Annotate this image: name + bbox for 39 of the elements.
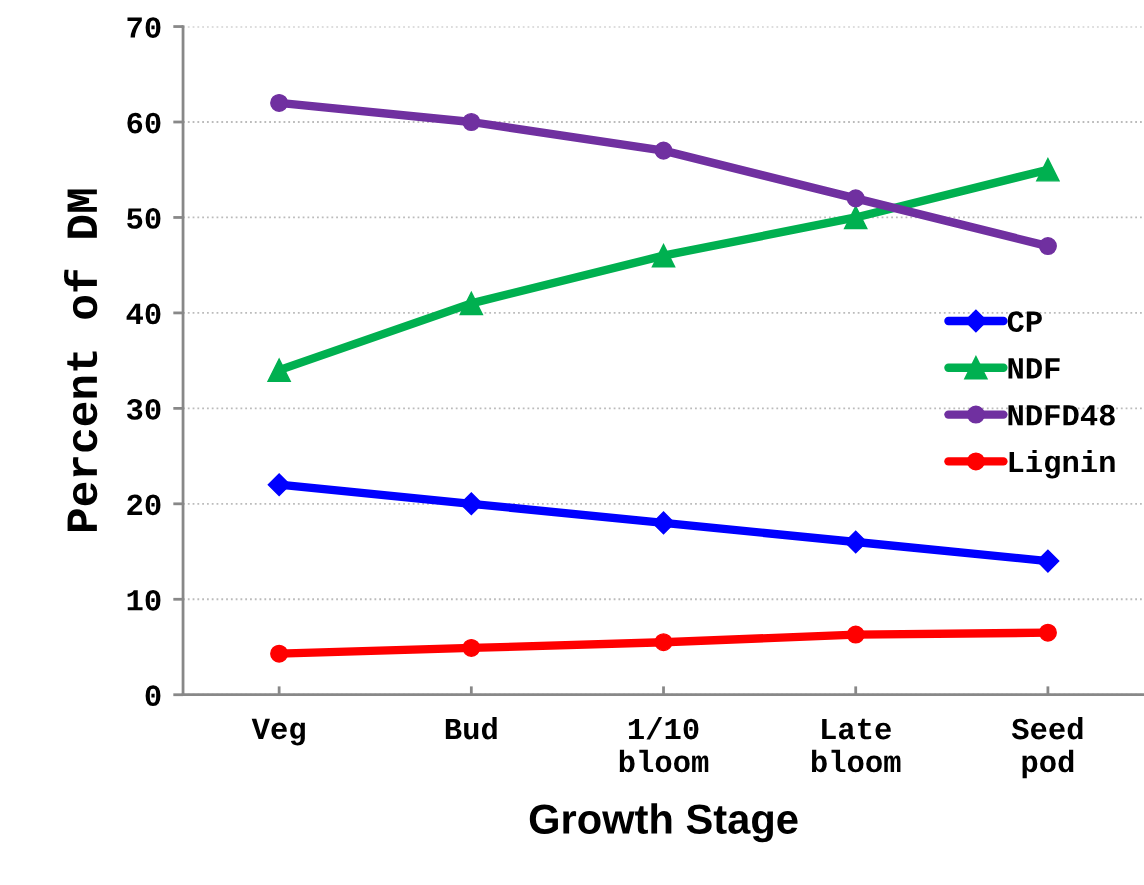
- point: [654, 141, 673, 160]
- point: [270, 93, 289, 112]
- y-tick-label: 40: [126, 303, 161, 325]
- point: [844, 530, 868, 554]
- x-tick-label: 1/10 bloom: [619, 716, 709, 773]
- point: [459, 492, 483, 516]
- point: [1036, 157, 1060, 182]
- y-tick-label: 0: [145, 685, 161, 707]
- y-tick-label: 70: [127, 17, 161, 38]
- point: [1038, 237, 1057, 256]
- point: [267, 473, 291, 497]
- point: [270, 644, 289, 663]
- point: [462, 638, 481, 657]
- point: [654, 633, 673, 652]
- x-tick-label: Veg: [251, 718, 305, 746]
- point: [843, 205, 868, 230]
- point: [462, 112, 481, 132]
- y-tick-label: 10: [127, 589, 161, 611]
- point: [459, 291, 484, 316]
- y-tick-label: 60: [127, 112, 161, 134]
- point: [267, 358, 291, 382]
- point: [1036, 549, 1060, 573]
- y-tick-label: 30: [126, 399, 161, 420]
- legend-label: Lignin: [1009, 449, 1115, 479]
- x-tick-label: Late bloom: [811, 718, 901, 773]
- y-tick-label: 50: [127, 208, 161, 229]
- point: [1038, 623, 1057, 642]
- legend-label: NDF: [1008, 358, 1060, 379]
- point: [652, 511, 676, 535]
- x-tick-label: Seed pod: [1011, 716, 1083, 779]
- x-axis-title: Growth Stage: [529, 803, 798, 843]
- legend-label: CP: [1007, 311, 1042, 332]
- x-tick-label: Bud: [445, 716, 497, 740]
- point: [846, 625, 865, 644]
- point: [651, 243, 676, 268]
- legend-label: NDFD48: [1008, 404, 1115, 426]
- y-axis-title: Percent of DM: [64, 189, 98, 532]
- point: [846, 189, 865, 208]
- y-tick-label: 20: [127, 494, 161, 516]
